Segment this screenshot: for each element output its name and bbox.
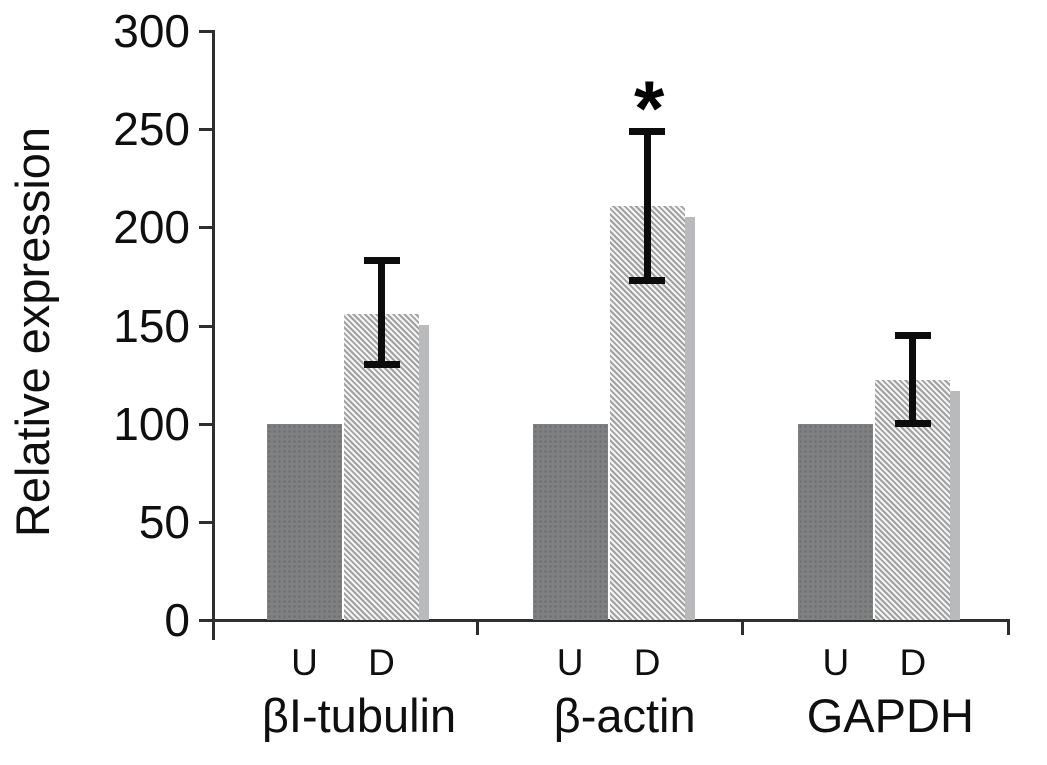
error-bar-cap-top <box>363 257 400 265</box>
y-axis-tick <box>199 619 212 622</box>
error-bar-line <box>378 260 385 365</box>
group-label: GAPDH <box>806 689 974 742</box>
y-axis-tick <box>199 520 212 524</box>
y-axis-tick <box>199 30 212 33</box>
bar-letter-d: D <box>633 642 661 683</box>
y-tick-label: 250 <box>113 103 190 156</box>
x-axis-category-tick <box>741 619 745 635</box>
bar-u <box>798 423 874 620</box>
y-axis-tick <box>199 324 212 328</box>
x-axis-category-tick <box>475 619 479 635</box>
bar-letter-u: U <box>822 642 850 683</box>
error-bar-cap-bottom <box>894 420 931 428</box>
y-tick-label: 150 <box>113 299 190 352</box>
bar-u <box>532 423 608 620</box>
y-tick-label: 50 <box>138 495 190 548</box>
error-bar-line <box>909 335 917 424</box>
y-tick-label: 300 <box>113 5 190 57</box>
error-bar-cap-top <box>894 331 931 339</box>
bar-letter-d: D <box>368 642 395 683</box>
y-tick-label: 200 <box>113 201 190 254</box>
y-axis-tick <box>199 226 212 230</box>
bar-letter-u: U <box>556 642 584 683</box>
error-bar-line <box>643 131 651 281</box>
x-axis-category-tick <box>1007 619 1010 635</box>
error-bar-cap-bottom <box>363 361 400 369</box>
y-axis <box>212 30 215 640</box>
y-axis-tick <box>199 128 212 132</box>
bar-letter-d: D <box>899 642 927 683</box>
x-axis <box>212 619 1009 622</box>
y-tick-label: 100 <box>113 397 190 450</box>
error-bar-cap-top <box>629 127 666 135</box>
significance-asterisk: * <box>633 64 665 153</box>
group-label: βI-tubulin <box>261 689 457 742</box>
y-axis-tick <box>199 422 212 426</box>
bar-u <box>267 423 342 620</box>
bar-letter-u: U <box>291 642 318 683</box>
y-tick-label: 0 <box>164 594 190 646</box>
error-bar-cap-bottom <box>629 276 666 284</box>
group-label: β-actin <box>553 689 696 742</box>
